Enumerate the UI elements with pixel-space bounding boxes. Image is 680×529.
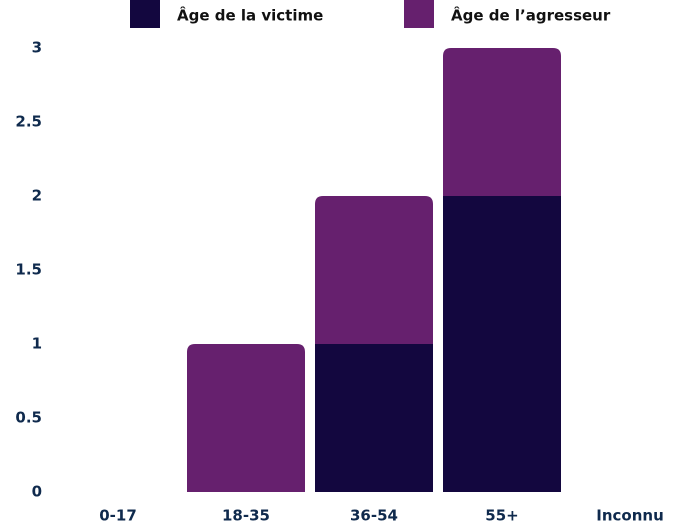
legend-label: Âge de l’agresseur xyxy=(451,6,611,25)
y-tick-label: 1 xyxy=(32,335,42,353)
x-tick-label: 18-35 xyxy=(222,507,270,525)
x-tick-label: 0-17 xyxy=(99,507,137,525)
bar-segment xyxy=(443,196,561,492)
y-tick-label: 3 xyxy=(32,39,42,57)
legend-swatch xyxy=(130,0,160,28)
bar-segment xyxy=(443,48,561,196)
y-tick-label: 0.5 xyxy=(15,409,42,427)
x-tick-label: Inconnu xyxy=(596,507,664,525)
bar-segment xyxy=(315,344,433,492)
x-tick-label: 36-54 xyxy=(350,507,398,525)
y-tick-label: 2.5 xyxy=(15,113,42,131)
legend-swatch xyxy=(404,0,434,28)
y-tick-label: 0 xyxy=(32,483,42,501)
y-tick-label: 1.5 xyxy=(15,261,42,279)
bar-segment xyxy=(315,196,433,344)
legend-label: Âge de la victime xyxy=(177,6,323,25)
bar-segment xyxy=(187,344,305,492)
x-tick-label: 55+ xyxy=(485,507,518,525)
y-tick-label: 2 xyxy=(32,187,42,205)
